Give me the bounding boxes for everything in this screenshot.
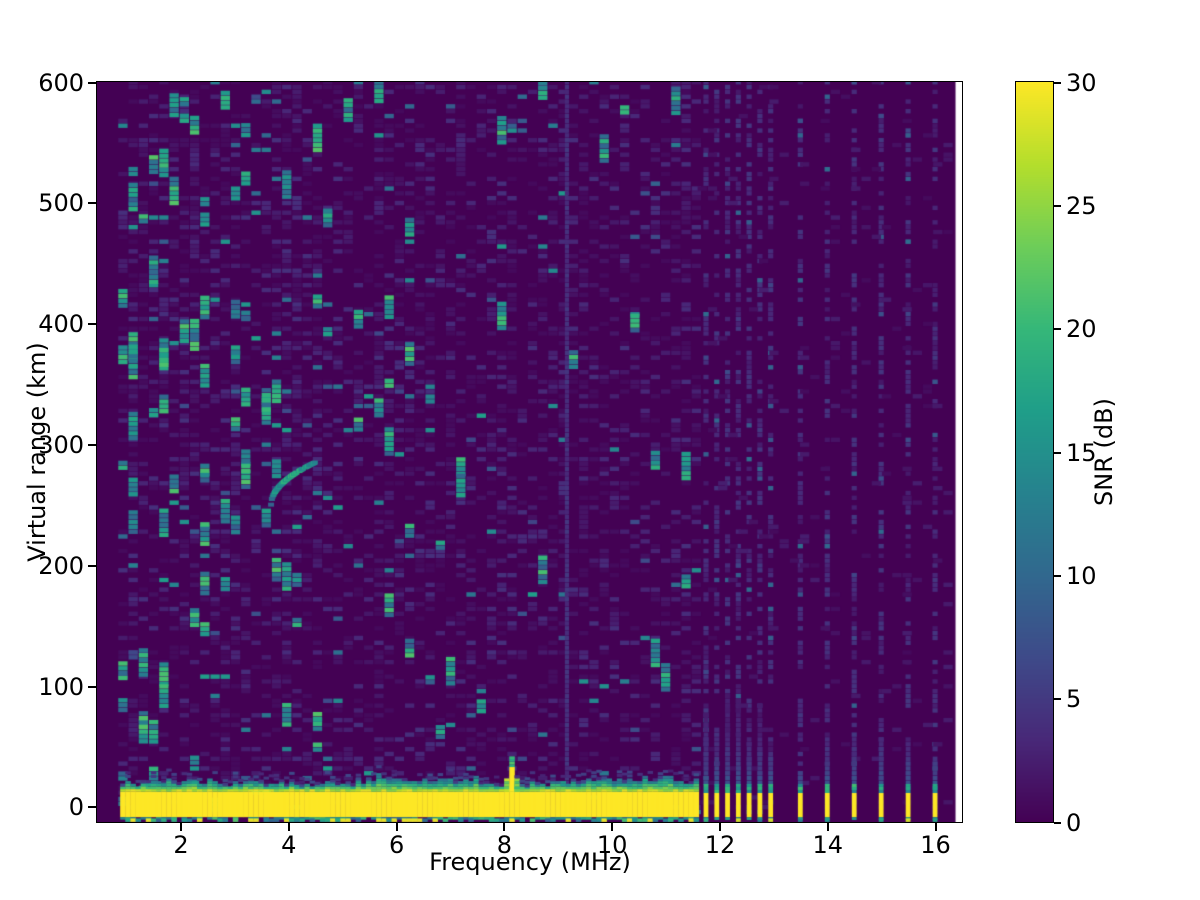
y-tick-mark bbox=[88, 806, 96, 809]
y-tick-mark bbox=[88, 564, 96, 567]
x-tick-mark bbox=[503, 823, 506, 831]
y-tick-label: 600 bbox=[38, 68, 84, 97]
colorbar-tick-mark bbox=[1054, 821, 1061, 824]
y-tick-label: 300 bbox=[38, 430, 84, 459]
x-tick-mark bbox=[934, 823, 937, 831]
colorbar-label: SNR (dB) bbox=[1090, 398, 1118, 506]
x-tick-label: 2 bbox=[173, 831, 189, 859]
y-tick-mark bbox=[88, 443, 96, 446]
x-tick-label: 12 bbox=[704, 831, 736, 859]
colorbar-tick-mark bbox=[1054, 81, 1061, 84]
x-tick-label: 4 bbox=[281, 831, 297, 859]
colorbar-gradient bbox=[1016, 82, 1053, 822]
x-tick-label: 14 bbox=[812, 831, 844, 859]
ionogram-heatmap bbox=[97, 82, 962, 822]
colorbar-tick-label: 20 bbox=[1066, 315, 1097, 344]
x-tick-mark bbox=[718, 823, 721, 831]
x-tick-mark bbox=[826, 823, 829, 831]
y-tick-mark bbox=[88, 323, 96, 326]
x-tick-label: 16 bbox=[920, 831, 951, 859]
x-tick-label: 6 bbox=[388, 831, 405, 859]
colorbar-tick-mark bbox=[1054, 574, 1061, 577]
x-tick-mark bbox=[395, 823, 398, 831]
colorbar-tick-label: 30 bbox=[1066, 68, 1097, 97]
y-tick-mark bbox=[88, 81, 96, 84]
colorbar-tick-label: 25 bbox=[1066, 191, 1097, 220]
x-tick-mark bbox=[180, 823, 183, 831]
colorbar-tick-label: 15 bbox=[1066, 438, 1097, 467]
x-tick-label: 10 bbox=[596, 831, 628, 859]
y-tick-label: 400 bbox=[38, 310, 84, 339]
colorbar-tick-label: 5 bbox=[1066, 685, 1082, 714]
x-tick-mark bbox=[611, 823, 614, 831]
colorbar-tick-mark bbox=[1054, 451, 1061, 454]
colorbar-tick-mark bbox=[1054, 698, 1061, 701]
y-tick-label: 500 bbox=[38, 189, 84, 218]
x-axis-label: Frequency (MHz) bbox=[429, 848, 631, 876]
y-tick-mark bbox=[88, 202, 96, 205]
y-tick-mark bbox=[88, 685, 96, 688]
y-tick-label: 0 bbox=[68, 793, 84, 822]
colorbar-tick-label: 0 bbox=[1066, 808, 1082, 837]
plot-area bbox=[96, 81, 963, 823]
colorbar-tick-mark bbox=[1054, 204, 1061, 207]
colorbar-tick-label: 10 bbox=[1066, 561, 1097, 590]
x-tick-label: 8 bbox=[496, 831, 513, 859]
colorbar bbox=[1015, 81, 1054, 823]
y-tick-label: 100 bbox=[38, 672, 84, 701]
y-tick-label: 200 bbox=[38, 551, 84, 580]
x-tick-mark bbox=[287, 823, 290, 831]
colorbar-tick-mark bbox=[1054, 328, 1061, 331]
